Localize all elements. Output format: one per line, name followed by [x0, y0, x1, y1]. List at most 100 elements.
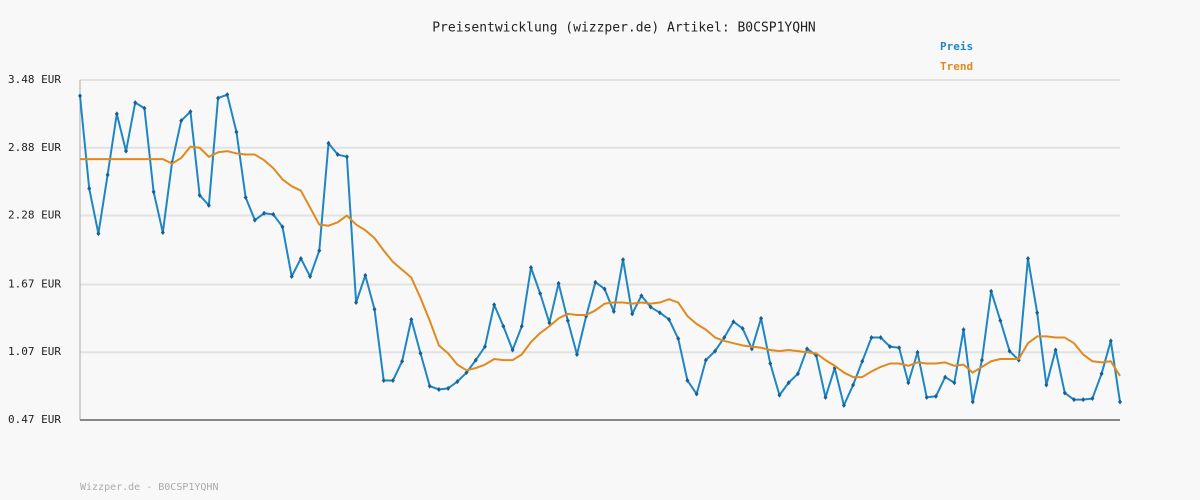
point-marker	[78, 93, 82, 99]
y-tick-label: 1.07 EUR	[8, 345, 61, 358]
point-marker	[1035, 310, 1040, 316]
y-tick-label: 2.28 EUR	[8, 209, 61, 222]
point-marker	[1044, 382, 1049, 388]
point-marker	[271, 211, 276, 217]
point-marker	[611, 309, 616, 315]
point-marker	[1007, 348, 1012, 354]
point-marker	[759, 315, 764, 321]
point-marker	[390, 377, 395, 383]
point-marker	[703, 357, 708, 363]
point-marker	[197, 192, 202, 198]
point-marker	[179, 118, 184, 124]
point-marker	[436, 387, 441, 393]
point-marker	[952, 380, 957, 386]
point-marker	[621, 257, 626, 263]
y-tick-label: 0.47 EUR	[8, 413, 61, 426]
point-marker	[740, 326, 745, 332]
point-marker	[924, 394, 929, 400]
point-marker	[501, 323, 506, 329]
point-marker	[538, 290, 543, 296]
point-marker	[105, 172, 110, 178]
point-marker	[409, 316, 414, 322]
point-marker	[970, 399, 975, 405]
point-marker	[786, 380, 791, 386]
point-marker	[556, 280, 561, 286]
point-marker	[446, 385, 451, 391]
point-marker	[206, 202, 211, 208]
point-marker	[1071, 397, 1076, 403]
point-marker	[860, 358, 865, 364]
point-marker	[188, 109, 193, 115]
point-marker	[363, 272, 368, 278]
point-marker	[933, 393, 938, 399]
point-marker	[289, 274, 294, 280]
point-marker	[243, 194, 248, 200]
point-marker	[823, 394, 828, 400]
point-marker	[869, 335, 874, 341]
point-marker	[216, 95, 221, 101]
point-marker	[795, 371, 800, 377]
point-marker	[768, 361, 773, 367]
point-marker	[676, 336, 681, 342]
point-marker	[998, 318, 1003, 324]
point-marker	[565, 318, 570, 324]
point-marker	[473, 357, 478, 363]
point-marker	[133, 100, 138, 106]
point-marker	[482, 344, 487, 350]
chart-title: Preisentwicklung (wizzper.de) Artikel: B…	[432, 21, 816, 36]
point-marker	[427, 383, 432, 389]
point-marker	[142, 105, 147, 111]
footer: Wizzper.de - B0CSP1YQHN	[80, 482, 218, 493]
point-marker	[731, 319, 736, 325]
point-marker	[694, 391, 699, 397]
point-marker	[574, 351, 579, 357]
point-marker	[989, 288, 994, 294]
series-line	[80, 145, 1121, 379]
y-tick-label: 1.67 EUR	[8, 277, 61, 290]
point-marker	[455, 379, 460, 385]
point-marker	[657, 310, 662, 316]
point-marker	[234, 129, 239, 135]
point-marker	[124, 148, 129, 154]
y-tick-label: 3.48 EUR	[8, 73, 61, 86]
point-marker	[630, 311, 635, 317]
point-marker	[887, 344, 892, 350]
point-marker	[317, 248, 322, 254]
point-marker	[262, 210, 267, 216]
point-marker	[381, 377, 386, 383]
point-marker	[713, 348, 718, 354]
point-marker	[593, 279, 598, 285]
point-marker	[667, 316, 672, 322]
point-marker	[400, 358, 405, 364]
point-marker	[354, 300, 359, 306]
point-marker	[308, 274, 313, 280]
point-marker	[298, 255, 303, 261]
point-marker	[418, 350, 423, 356]
point-marker	[602, 286, 607, 292]
point-marker	[151, 189, 156, 195]
point-marker	[492, 302, 497, 308]
point-marker	[326, 140, 331, 146]
series-line	[79, 93, 1121, 407]
legend-label: Preis	[940, 40, 973, 53]
point-marker	[464, 370, 469, 376]
point-marker	[851, 382, 856, 388]
point-marker	[777, 392, 782, 398]
point-marker	[160, 229, 165, 235]
point-marker	[648, 304, 653, 310]
point-marker	[841, 402, 846, 408]
point-marker	[344, 154, 349, 160]
point-marker	[961, 327, 966, 333]
point-marker	[906, 380, 911, 386]
point-marker	[252, 217, 257, 223]
point-marker	[225, 92, 230, 98]
point-marker	[943, 374, 948, 380]
point-marker	[1053, 347, 1058, 353]
point-marker	[114, 111, 119, 117]
point-marker	[87, 185, 92, 191]
point-marker	[372, 306, 377, 312]
point-marker	[897, 345, 902, 351]
point-marker	[96, 231, 101, 237]
